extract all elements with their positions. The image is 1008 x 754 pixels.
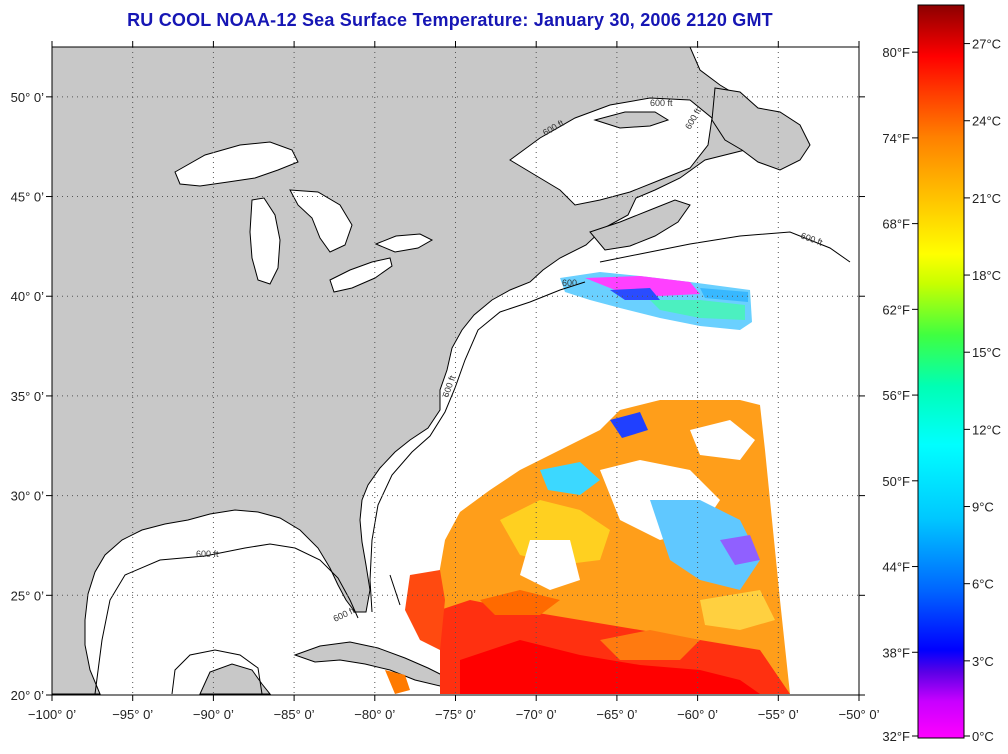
isobath-600ft-shelf [599,231,851,263]
colorbar [917,4,965,739]
lake-huron [289,189,353,253]
lake-michigan [249,197,281,285]
colorbar-label-f: 32°F [882,729,910,744]
graticule [52,47,859,695]
lake-erie [329,257,393,293]
lon-tick-label: −50° 0’ [839,707,880,722]
colorbar-label-c: 6°C [972,577,994,592]
colorbar-fahrenheit-labels: 80°F 74°F 68°F 62°F 56°F 50°F 44°F 38°F 32°F [882,45,918,744]
map-content: 600 ft 600 ft 600 ft 600 600 ft 600 ft 6… [52,47,859,695]
contour-label-stlawrence-north: 600 ft [650,98,673,108]
colorbar-label-c: 3°C [972,654,994,669]
colorbar-label-c: 9°C [972,500,994,515]
map-title: RU COOL NOAA-12 Sea Surface Temperature:… [127,10,773,30]
anticosti-island [593,111,670,129]
lake-ontario [374,233,434,253]
lon-tick-label: −85° 0’ [274,707,315,722]
land-north-america [52,47,771,695]
colorbar-label-f: 56°F [882,388,910,403]
lat-tick-label: 35° 0’ [11,389,45,404]
lon-tick-label: −55° 0’ [758,707,799,722]
lon-tick-label: −70° 0’ [516,707,557,722]
sst-bahamas [385,570,445,694]
lat-tick-label: 50° 0’ [11,90,45,105]
lon-tick-label: −75° 0’ [435,707,476,722]
isobath-600ft-atlantic [369,281,586,613]
lon-tick-label: −90° 0’ [193,707,234,722]
colorbar-label-f: 38°F [882,645,910,660]
colorbar-label-c: 0°C [972,729,994,744]
colorbar-label-f: 68°F [882,217,910,232]
lat-tick-label: 30° 0’ [11,489,45,504]
isobath-600ft [94,543,359,695]
lon-tick-label: −100° 0’ [28,707,76,722]
colorbar-label-c: 15°C [972,345,1001,360]
land-nova-scotia [589,199,691,251]
land-newfoundland [711,87,811,171]
colorbar-label-c: 21°C [972,191,1001,206]
colorbar-label-f: 62°F [882,302,910,317]
lat-tick-label: 20° 0’ [11,688,45,703]
lat-tick-label: 40° 0’ [11,289,45,304]
longitude-labels: −100° 0’ −95° 0’ −90° 0’ −85° 0’ −80° 0’ −75°… [28,707,880,722]
colorbar-label-c: 12°C [972,422,1001,437]
colorbar-label-f: 44°F [882,560,910,575]
colorbar-label-f: 74°F [882,131,910,146]
lake-superior [174,141,299,187]
colorbar-label-f: 50°F [882,474,910,489]
lat-tick-label: 25° 0’ [11,588,45,603]
isobath-600ft-gulf-loop [171,649,263,695]
axis-ticks [46,41,865,701]
lon-tick-label: −60° 0’ [677,707,718,722]
colorbar-celsius-labels: 27°C 24°C 21°C 18°C 15°C 12°C 9°C 6°C 3°C 0°C [964,37,1001,744]
latitude-labels: 20° 0’ 25° 0’ 30° 0’ 35° 0’ 40° 0’ 45° 0’ 50° … [11,90,45,703]
colorbar-label-c: 18°C [972,268,1001,283]
contour-label-gulfstream: 600 [562,278,577,288]
sst-swath-south [438,400,790,694]
sst-swath-north [560,272,752,330]
gulf-st-lawrence [509,97,713,206]
colorbar-label-f: 80°F [882,45,910,60]
land-yucatan [199,663,272,695]
colorbar-label-c: 27°C [972,37,1001,52]
lon-tick-label: −80° 0’ [354,707,395,722]
lat-tick-label: 45° 0’ [11,190,45,205]
lon-tick-label: −65° 0’ [596,707,637,722]
lon-tick-label: −95° 0’ [112,707,153,722]
contour-label-gulf: 600 ft [196,549,219,559]
colorbar-label-c: 24°C [972,114,1001,129]
